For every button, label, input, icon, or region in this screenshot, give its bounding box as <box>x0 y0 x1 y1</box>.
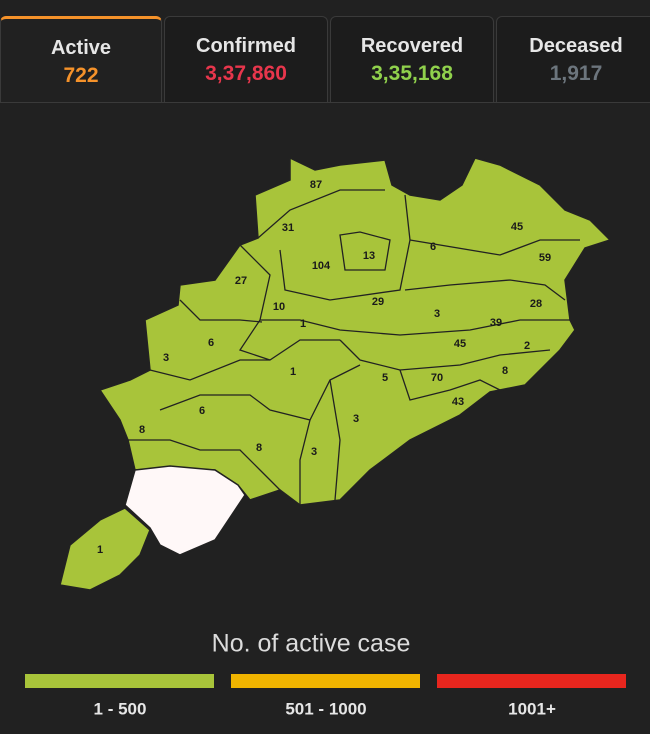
district-label: 29 <box>372 296 384 308</box>
tab-label: Active <box>50 37 112 59</box>
district-label: 8 <box>139 424 145 436</box>
district-label: 3 <box>311 446 317 458</box>
district-label: 6 <box>430 241 436 253</box>
legend-label: 1001+ <box>508 699 556 718</box>
tab[interactable]: Active 722 <box>0 16 162 102</box>
district-label: 8 <box>256 442 262 454</box>
district-label: 3 <box>434 308 440 320</box>
tab-value: 1,917 <box>549 62 603 85</box>
district-label: 39 <box>490 317 502 329</box>
district-label: 45 <box>454 338 466 350</box>
tab-value: 3,35,168 <box>371 62 453 85</box>
district-label: 104 <box>312 260 331 272</box>
tab-label: Recovered <box>360 35 464 57</box>
district-label: 10 <box>273 301 285 313</box>
district-label: 8 <box>502 365 508 377</box>
legend-swatch <box>437 674 626 688</box>
district-no-data <box>124 465 246 556</box>
district-label: 6 <box>208 337 214 349</box>
district-label: 27 <box>235 275 247 287</box>
tab[interactable]: Deceased 1,917 <box>496 16 650 102</box>
tab-label: Deceased <box>529 35 623 57</box>
district-label: 13 <box>363 250 375 262</box>
legend-swatch <box>25 674 214 688</box>
legend-swatch <box>231 674 420 688</box>
district <box>59 507 151 591</box>
district-label: 28 <box>530 298 542 310</box>
district-label: 2 <box>524 340 530 352</box>
district-label: 59 <box>539 252 551 264</box>
district-label: 1 <box>300 318 306 330</box>
tab-value: 722 <box>63 64 99 87</box>
district-label: 31 <box>282 222 294 234</box>
legend-title: No. of active case <box>212 630 411 658</box>
district-label: 1 <box>97 544 103 556</box>
district-label: 3 <box>163 352 169 364</box>
district-label: 43 <box>452 396 464 408</box>
tab-value: 3,37,860 <box>205 62 287 85</box>
tab-label: Confirmed <box>196 35 296 57</box>
tab[interactable]: Confirmed 3,37,860 <box>164 16 328 102</box>
district-label: 87 <box>310 179 322 191</box>
district-label: 45 <box>511 221 523 233</box>
district-label: 70 <box>431 372 443 384</box>
legend-label: 1 - 500 <box>94 699 147 718</box>
legend-label: 501 - 1000 <box>285 699 366 718</box>
district-label: 6 <box>199 405 205 417</box>
district-label: 1 <box>290 366 296 378</box>
district-label: 5 <box>382 372 388 384</box>
tab-divider <box>0 102 650 103</box>
district-borders <box>128 189 580 505</box>
district-label: 3 <box>353 413 359 425</box>
tab[interactable]: Recovered 3,35,168 <box>330 16 494 102</box>
